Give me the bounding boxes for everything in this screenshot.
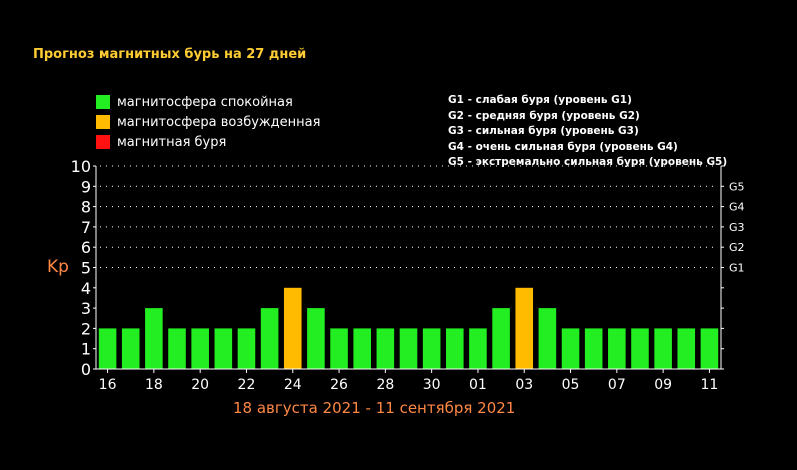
bar (353, 328, 371, 369)
x-tick-label: 01 (469, 377, 487, 393)
bar (584, 328, 603, 369)
bar (446, 328, 464, 369)
bar (561, 328, 580, 369)
bar (191, 328, 209, 369)
bar (700, 328, 719, 369)
date-range-label: 18 августа 2021 - 11 сентября 2021 (233, 399, 516, 417)
x-tick-label: 22 (238, 377, 256, 393)
bar (376, 328, 395, 369)
bar (631, 328, 649, 369)
bar (492, 308, 510, 369)
bar (469, 328, 487, 369)
legend-item-active: магнитосфера возбужденная (96, 114, 320, 130)
x-tick-label: 03 (515, 377, 533, 393)
y-tick-label: 2 (81, 319, 91, 338)
g-level-label: G5 (729, 180, 745, 193)
bar (237, 328, 256, 369)
g-level-label: G2 (729, 241, 745, 254)
x-tick-label: 16 (99, 377, 117, 393)
y-tick-label: 9 (81, 177, 91, 196)
y-tick-label: 1 (81, 340, 91, 359)
bar (608, 328, 626, 369)
y-tick-label: 6 (81, 238, 91, 257)
y-tick-label: 7 (81, 218, 91, 237)
y-tick-label: 4 (81, 279, 91, 298)
bar (98, 328, 117, 369)
g-level-label: G1 (729, 262, 745, 275)
bar (538, 308, 557, 369)
x-tick-label: 24 (284, 377, 302, 393)
g-level-legend: G1 - слабая буря (уровень G1) G2 - средн… (448, 93, 727, 171)
bar (422, 328, 441, 369)
legend-swatch-storm (96, 135, 110, 149)
bar (330, 328, 348, 369)
legend-item-storm: магнитная буря (96, 134, 226, 150)
bar (515, 287, 534, 369)
bar (283, 287, 302, 369)
x-tick-label: 26 (330, 377, 348, 393)
chart-title: Прогноз магнитных бурь на 27 дней (33, 47, 307, 62)
g-legend-line-g1: G1 - слабая буря (уровень G1) (448, 94, 632, 106)
legend-label-active: магнитосфера возбужденная (117, 114, 321, 130)
y-axis-label: Kp (47, 257, 69, 277)
g-legend-line-g2: G2 - средняя буря (уровень G2) (448, 109, 640, 122)
legend-swatch-quiet (96, 95, 110, 109)
x-tick-label: 28 (376, 377, 394, 393)
x-tick-label: 18 (145, 377, 163, 393)
legend-label-quiet: магнитосфера спокойная (117, 94, 293, 110)
y-tick-label: 5 (81, 259, 91, 278)
x-tick-label: 11 (701, 377, 719, 393)
g-legend-line-g5: G5 - экстремально сильная буря (уровень … (448, 156, 728, 168)
g-legend-line-g3: G3 - сильная буря (уровень G3) (448, 125, 639, 137)
x-tick-label: 05 (562, 377, 580, 393)
g-level-label: G4 (729, 201, 745, 214)
bar (168, 328, 186, 369)
y-tick-label: 0 (81, 360, 91, 379)
legend-swatch-active (96, 115, 110, 129)
x-tick-label: 09 (654, 377, 672, 393)
x-tick-label: 20 (191, 377, 209, 393)
bar (145, 308, 163, 369)
bar (121, 328, 140, 369)
bar (307, 308, 325, 369)
bar (654, 328, 672, 369)
g-level-label: G3 (729, 221, 745, 234)
bar (399, 328, 418, 369)
x-tick-label: 30 (423, 377, 441, 393)
y-tick-label: 10 (71, 157, 91, 176)
g-legend-line-g4: G4 - очень сильная буря (уровень G4) (448, 140, 678, 153)
bar (260, 308, 279, 369)
x-tick-label: 07 (608, 377, 626, 393)
bar (677, 328, 696, 369)
y-tick-label: 3 (81, 299, 91, 318)
bar (214, 328, 233, 369)
legend-item-quiet: магнитосфера спокойная (96, 94, 293, 110)
y-tick-label: 8 (81, 198, 91, 217)
legend-label-storm: магнитная буря (117, 134, 227, 150)
